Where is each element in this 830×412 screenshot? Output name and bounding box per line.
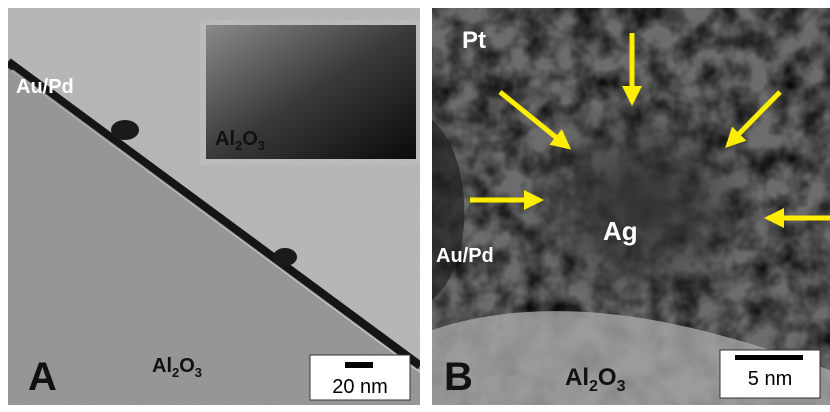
scale-bar [345,362,373,368]
scale-label: 5 nm [748,368,792,390]
scale-label: 20 nm [332,376,388,398]
text: O [242,128,258,150]
panel-a [8,8,420,405]
text: Al [565,364,589,391]
panel-letter: B [444,355,473,399]
ag-particle [520,100,760,310]
subscript: 2 [172,365,179,380]
subscript: 3 [617,378,626,395]
scale-bar [735,355,803,360]
label: Ag [603,216,638,246]
subscript: 2 [589,378,598,395]
figure: Au/Pd Al2O3 A Al2O3 20 nm Pt Au/Pd Ag B … [0,0,830,412]
subscript: 3 [258,138,265,153]
subscript: 2 [235,138,242,153]
page: Au/Pd Al2O3 A Al2O3 20 nm Pt Au/Pd Ag B … [0,0,830,412]
text: O [179,355,195,377]
particle [273,248,297,266]
label: Au/Pd [16,76,74,98]
text: Al [152,355,172,377]
label: Pt [462,27,486,54]
panel-letter: A [28,355,57,399]
panel-b [432,8,830,405]
particle [111,120,139,140]
label: Au/Pd [436,245,494,267]
text: Al [215,128,235,150]
text: O [598,364,617,391]
subscript: 3 [195,365,202,380]
